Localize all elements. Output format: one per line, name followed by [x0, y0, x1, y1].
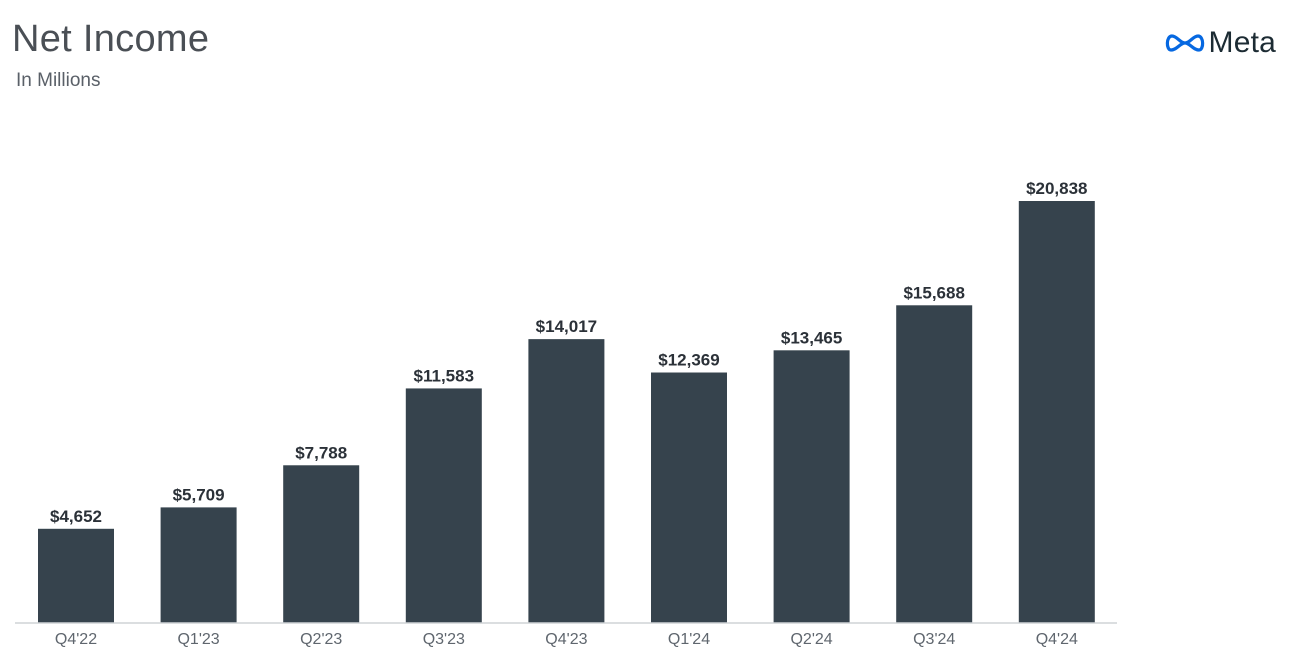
bar-6 [773, 350, 850, 623]
value-label-2: $7,788 [295, 443, 347, 462]
bar-2 [283, 465, 360, 623]
x-tick-label-0: Q4'22 [55, 631, 97, 648]
bars-group [38, 201, 1095, 623]
x-tick-label-2: Q2'23 [300, 631, 342, 648]
x-tick-label-3: Q3'23 [423, 631, 465, 648]
value-label-0: $4,652 [50, 507, 102, 526]
bar-4 [528, 339, 605, 623]
x-tick-label-7: Q3'24 [913, 631, 955, 648]
meta-infinity-icon [1165, 34, 1204, 52]
tick-labels-group: Q4'22 Q1'23 Q2'23 Q3'23 Q4'23 Q1'24 Q2'24 Q3'24… [55, 631, 1078, 648]
chart-title: Net Income [12, 18, 210, 60]
bar-8 [1018, 201, 1095, 623]
value-label-7: $15,688 [903, 283, 964, 302]
value-label-8: $20,838 [1026, 179, 1087, 198]
x-tick-label-8: Q4'24 [1036, 631, 1078, 648]
brand-name: Meta [1208, 26, 1276, 59]
bar-3 [405, 388, 482, 623]
bar-1 [160, 507, 237, 623]
meta-logo: Meta [1165, 26, 1277, 60]
x-tick-label-1: Q1'23 [177, 631, 219, 648]
bar-0 [38, 528, 114, 623]
x-tick-label-5: Q1'24 [668, 631, 710, 648]
value-label-4: $14,017 [536, 317, 597, 336]
bar-5 [651, 372, 727, 623]
value-label-5: $12,369 [658, 351, 719, 370]
value-labels-group: $4,652 $5,709 $7,788 $11,583 $14,017 $12,369 $… [50, 179, 1088, 526]
chart-subtitle: In Millions [16, 70, 101, 91]
value-label-3: $11,583 [414, 366, 475, 385]
x-tick-label-6: Q2'24 [790, 631, 832, 648]
x-tick-label-4: Q4'23 [545, 631, 587, 648]
value-label-6: $13,465 [781, 328, 842, 347]
value-label-1: $5,709 [173, 485, 225, 504]
bar-7 [896, 305, 973, 623]
